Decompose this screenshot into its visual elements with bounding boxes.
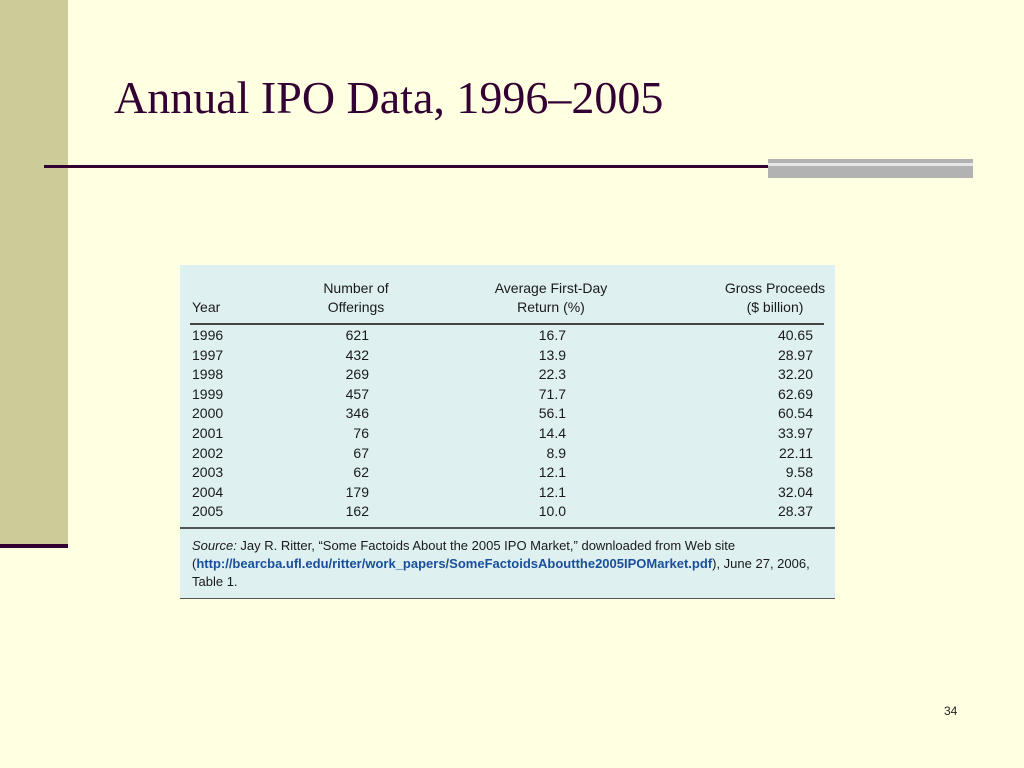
cell-proceeds: 33.97 xyxy=(777,424,813,441)
cell-proceeds: 60.54 xyxy=(777,405,813,422)
title-divider xyxy=(44,165,972,168)
cell-offerings: 457 xyxy=(345,385,369,402)
cell-offerings: 162 xyxy=(345,503,369,520)
source-note: Source: Jay R. Ritter, “Some Factoids Ab… xyxy=(192,537,828,591)
table-row: 1997 432 13.9 28.97 xyxy=(180,346,835,366)
cell-year: 2003 xyxy=(192,464,224,481)
cell-proceeds: 62.69 xyxy=(777,385,813,402)
cell-offerings: 62 xyxy=(353,464,369,481)
cell-return: 14.4 xyxy=(538,424,566,441)
slide-number: 34 xyxy=(944,704,958,718)
table-row: 2000 346 56.1 60.54 xyxy=(180,404,835,424)
header-offerings-line2: Offerings xyxy=(327,299,385,315)
table-row: 2001 76 14.4 33.97 xyxy=(180,424,835,444)
cell-year: 1999 xyxy=(192,385,224,402)
cell-return: 71.7 xyxy=(538,385,566,402)
cell-offerings: 67 xyxy=(353,444,369,461)
cell-return: 56.1 xyxy=(538,405,566,422)
table-row: 1996 621 16.7 40.65 xyxy=(180,326,835,346)
cell-offerings: 346 xyxy=(345,405,369,422)
header-return-line2: Return (%) xyxy=(517,299,585,315)
table-row: 2002 67 8.9 22.11 xyxy=(180,444,835,464)
header-return-line1: Average First-Day xyxy=(494,280,608,296)
header-offerings-line1: Number of xyxy=(323,280,389,296)
table-body: 1996 621 16.7 40.65 1997 432 13.9 28.97 … xyxy=(180,326,835,522)
cell-year: 2000 xyxy=(192,405,224,422)
cell-year: 1996 xyxy=(192,327,224,343)
cell-return: 10.0 xyxy=(538,503,566,520)
header-first-day-return: Average First-Day Return (%) xyxy=(466,279,636,317)
cell-return: 13.9 xyxy=(538,346,566,363)
header-offerings: Number of Offerings xyxy=(296,279,416,317)
table-row: 2005 162 10.0 28.37 xyxy=(180,502,835,522)
ipo-data-table: Year Number of Offerings Average First-D… xyxy=(180,265,835,599)
left-accent-band xyxy=(0,0,68,546)
cell-year: 2005 xyxy=(192,503,224,520)
cell-year: 1997 xyxy=(192,346,224,363)
cell-year: 1998 xyxy=(192,366,224,383)
header-proceeds-line2: ($ billion) xyxy=(746,299,804,315)
cell-proceeds: 28.37 xyxy=(777,503,813,520)
cell-return: 8.9 xyxy=(546,444,566,461)
header-year: Year xyxy=(192,299,221,315)
cell-proceeds: 28.97 xyxy=(777,346,813,363)
cell-return: 16.7 xyxy=(538,327,566,343)
table-row: 1998 269 22.3 32.20 xyxy=(180,365,835,385)
header-proceeds-line1: Gross Proceeds xyxy=(724,280,826,296)
left-accent-rule xyxy=(0,544,68,548)
header-gross-proceeds: Gross Proceeds ($ billion) xyxy=(695,279,855,317)
cell-year: 2004 xyxy=(192,483,224,500)
cell-proceeds: 32.04 xyxy=(777,483,813,500)
header-rule xyxy=(190,323,824,325)
table-row: 2003 62 12.1 9.58 xyxy=(180,463,835,483)
table-row: 2004 179 12.1 32.04 xyxy=(180,483,835,503)
title-divider-accent xyxy=(768,159,973,178)
title-divider-accent-highlight xyxy=(768,163,973,166)
slide-title: Annual IPO Data, 1996–2005 xyxy=(114,72,664,123)
cell-offerings: 179 xyxy=(345,483,369,500)
source-text-before-url: Jay R. Ritter, “Some Factoids About the … xyxy=(192,538,736,571)
cell-offerings: 432 xyxy=(345,346,369,363)
cell-return: 12.1 xyxy=(538,483,566,500)
cell-year: 2001 xyxy=(192,424,224,441)
source-url-link[interactable]: http://bearcba.ufl.edu/ritter/work_paper… xyxy=(196,556,713,571)
cell-proceeds: 32.20 xyxy=(777,366,813,383)
cell-offerings: 76 xyxy=(353,424,369,441)
cell-proceeds: 22.11 xyxy=(779,444,813,461)
cell-offerings: 621 xyxy=(345,327,369,343)
source-label: Source: xyxy=(192,538,237,553)
table-row: 1999 457 71.7 62.69 xyxy=(180,385,835,405)
cell-proceeds: 40.65 xyxy=(777,327,813,343)
source-text-after-url: ), June 27, 2006, Table 1. xyxy=(192,556,810,589)
cell-return: 22.3 xyxy=(538,366,566,383)
cell-offerings: 269 xyxy=(345,366,369,383)
source-rule xyxy=(180,527,835,529)
cell-return: 12.1 xyxy=(538,464,566,481)
cell-proceeds: 9.58 xyxy=(785,464,813,481)
cell-year: 2002 xyxy=(192,444,224,461)
